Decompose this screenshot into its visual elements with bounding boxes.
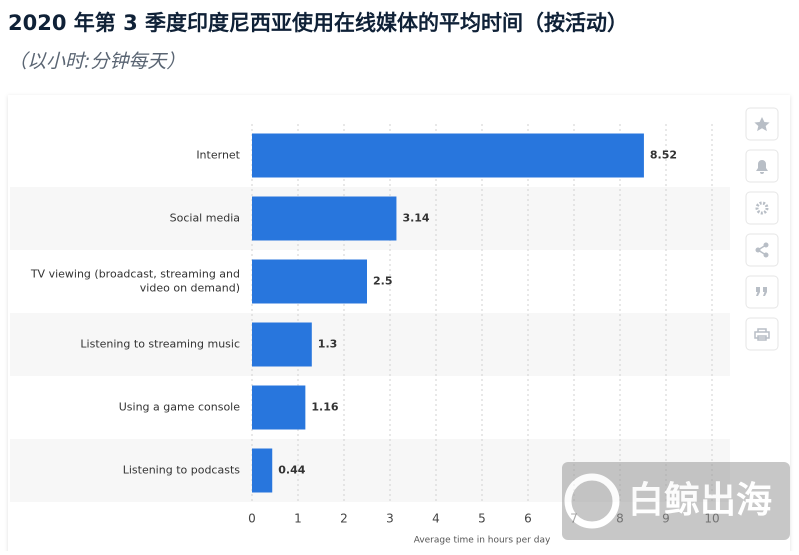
value-label: 1.3 [318, 338, 338, 351]
y-tick-label: Social media [170, 212, 240, 225]
bar [252, 448, 273, 493]
x-axis-label: Average time in hours per day [414, 536, 551, 546]
y-tick-label: Using a game console [119, 401, 240, 414]
chart-subtitle: （以小时:分钟每天） [8, 51, 185, 73]
plot-area: 012345678910Average time in hours per da… [10, 124, 730, 546]
value-label: 0.44 [278, 464, 305, 477]
value-label: 8.52 [650, 149, 677, 162]
alert-button[interactable] [745, 149, 779, 183]
settings-button[interactable] [745, 191, 779, 225]
y-tick-label: Internet [196, 149, 240, 162]
y-tick-label: Listening to podcasts [123, 464, 241, 477]
bar [252, 133, 644, 178]
x-tick-label: 1 [294, 512, 302, 526]
print-button[interactable] [745, 317, 779, 351]
bar [252, 196, 397, 241]
x-tick-label: 2 [340, 512, 348, 526]
x-tick-label: 4 [432, 512, 440, 526]
bar [252, 322, 312, 367]
x-tick-label: 6 [524, 512, 532, 526]
chart-title: 2020 年第 3 季度印度尼西亚使用在线媒体的平均时间（按活动） [8, 11, 628, 35]
cite-button[interactable] [745, 275, 779, 309]
value-label: 1.16 [311, 401, 338, 414]
y-tick-label: TV viewing (broadcast, streaming and vide… [30, 268, 240, 295]
share-button[interactable] [745, 233, 779, 267]
x-tick-label: 5 [478, 512, 486, 526]
value-label: 3.14 [402, 212, 429, 225]
bar [252, 259, 367, 304]
y-tick-label: Listening to streaming music [80, 338, 240, 351]
row-stripe [10, 313, 730, 376]
value-label: 2.5 [373, 275, 393, 288]
toolbar [745, 107, 779, 351]
x-tick-label: 0 [248, 512, 256, 526]
x-tick-label: 3 [386, 512, 394, 526]
bar [252, 385, 306, 430]
watermark-text: 白鲸出海 [628, 480, 772, 521]
favorite-button[interactable] [745, 107, 779, 141]
watermark: 白鲸出海 [562, 462, 790, 540]
